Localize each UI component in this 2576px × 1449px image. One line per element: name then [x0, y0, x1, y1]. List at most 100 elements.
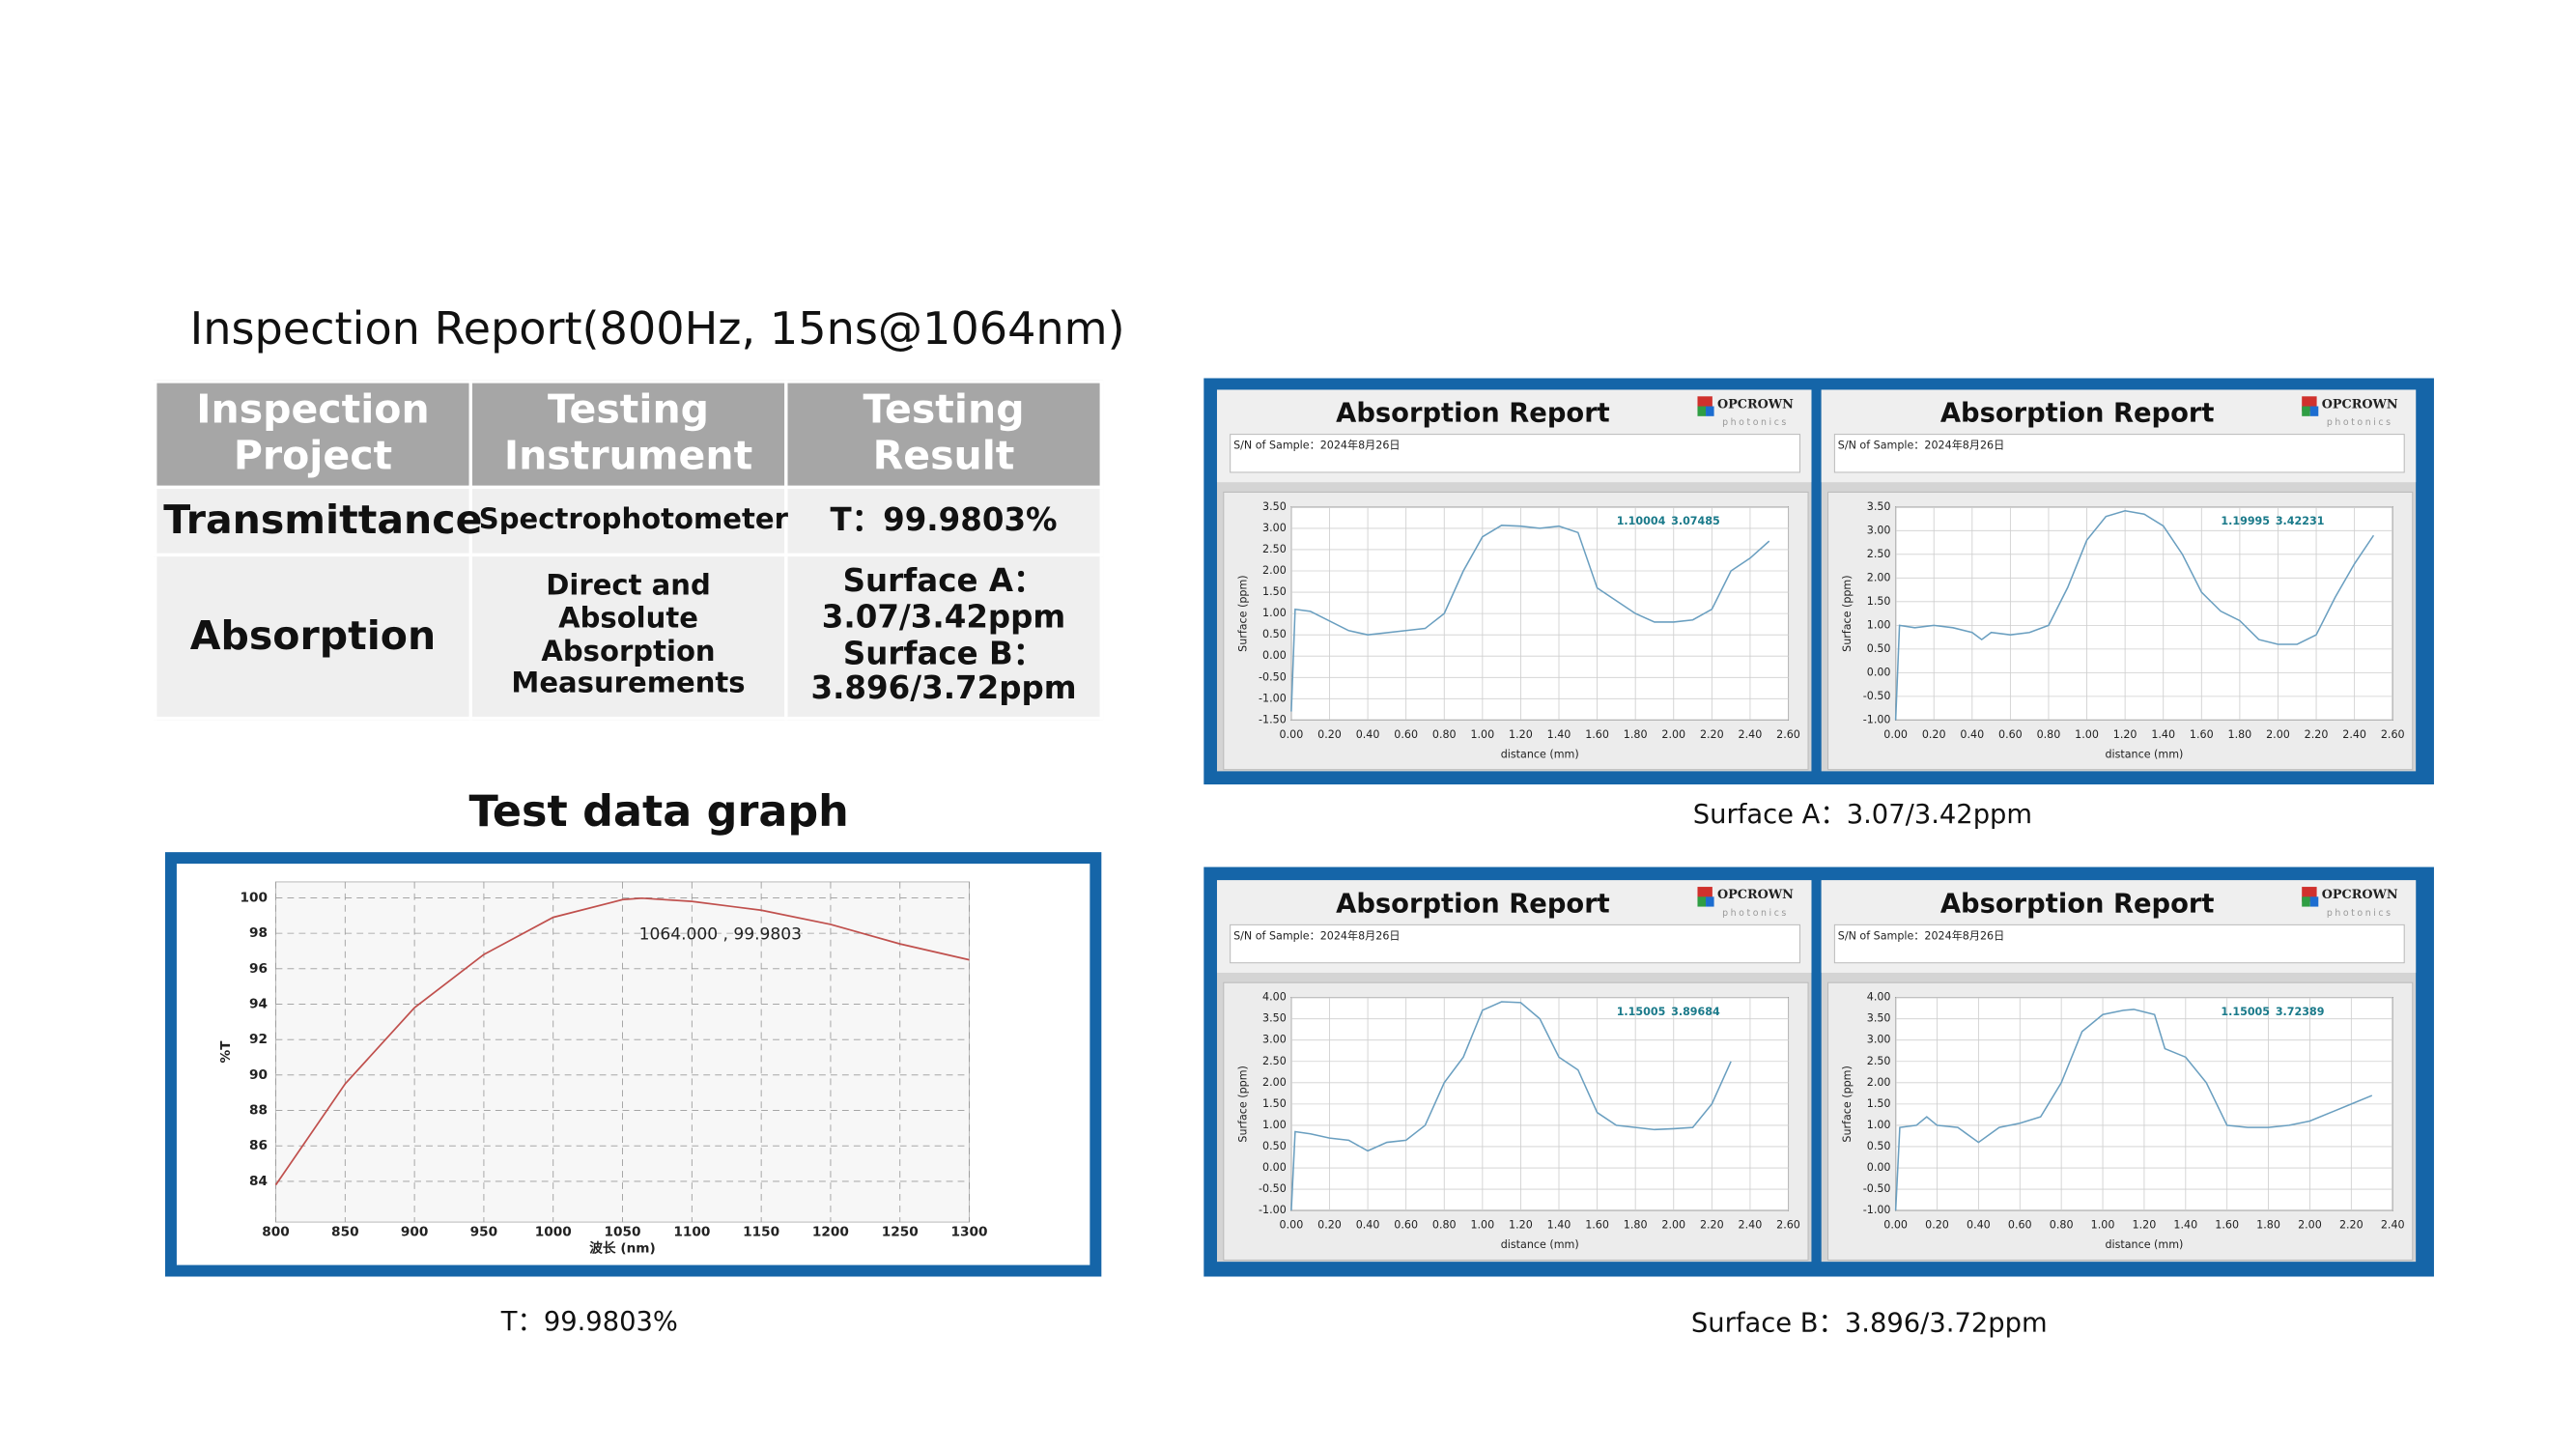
y-tick-label: 2.50 — [1867, 1055, 1891, 1067]
y-tick-label: 100 — [240, 890, 268, 905]
header-cell: Testing Instrument — [468, 380, 788, 490]
x-tick-label: 0.80 — [2050, 1219, 2074, 1232]
x-tick-label: 2.00 — [1661, 1219, 1685, 1232]
x-tick-label: 1.40 — [2151, 728, 2175, 741]
y-tick-label: 2.50 — [1262, 543, 1287, 555]
y-tick-label: -0.50 — [1259, 670, 1287, 683]
y-tick-label: 0.50 — [1867, 1140, 1891, 1152]
x-tick-label: 1.80 — [1624, 728, 1648, 741]
y-axis-label: %T — [218, 1040, 234, 1064]
x-tick-label: 2.40 — [1739, 1219, 1763, 1232]
cursor-x: 1.19995 — [2221, 515, 2270, 527]
x-tick-label: 1050 — [605, 1224, 641, 1239]
panel-title: Absorption Report — [1336, 889, 1610, 919]
y-tick-label: 2.00 — [1867, 571, 1891, 583]
y-axis-label: Surface (ppm) — [1236, 575, 1249, 651]
x-axis-label: distance (mm) — [1501, 1238, 1579, 1251]
x-tick-label: 900 — [401, 1224, 429, 1239]
y-tick-label: 2.50 — [1262, 1055, 1287, 1067]
logo-cube — [1697, 406, 1707, 416]
sample-text: S/N of Sample：2024年8月26日 — [1838, 928, 2004, 942]
cursor-y: 3.07485 — [1671, 515, 1720, 527]
y-axis-label: Surface (ppm) — [1236, 1065, 1249, 1142]
x-tick-label: 950 — [470, 1224, 498, 1239]
x-tick-label: 2.40 — [2381, 1219, 2405, 1232]
x-axis-label: distance (mm) — [2105, 1238, 2183, 1251]
logo-text: OPCROWN — [1717, 888, 1794, 902]
y-tick-label: 88 — [249, 1103, 268, 1119]
x-tick-label: 0.60 — [2008, 1219, 2032, 1232]
x-tick-label: 0.40 — [1967, 1219, 1991, 1232]
table-cell: Surface A： 3.07/3.42ppm Surface B： 3.896/3.… — [784, 553, 1104, 721]
y-tick-label: -1.00 — [1259, 1204, 1287, 1216]
x-tick-label: 0.80 — [1432, 1219, 1457, 1232]
y-tick-label: 1.50 — [1262, 585, 1287, 598]
x-tick-label: 0.80 — [1432, 728, 1457, 741]
x-tick-label: 2.20 — [1700, 728, 1724, 741]
data-line — [1290, 525, 1770, 712]
x-tick-label: 0.60 — [1394, 728, 1418, 741]
y-tick-label: 90 — [249, 1067, 268, 1083]
y-tick-label: 92 — [249, 1032, 268, 1047]
y-tick-label: 1.00 — [1262, 1119, 1287, 1131]
table-row: Transmittance Spectrophotometer T：99.9803% — [154, 485, 1104, 557]
sample-box — [1833, 923, 2405, 964]
sample-text: S/N of Sample：2024年8月26日 — [1233, 439, 1400, 452]
y-tick-label: -1.00 — [1863, 1204, 1891, 1216]
y-tick-label: 1.00 — [1867, 618, 1891, 631]
x-tick-label: 2.40 — [2342, 728, 2366, 741]
logo-text: OPCROWN — [2322, 397, 2398, 412]
y-tick-label: 1.50 — [1867, 595, 1891, 608]
x-tick-label: 0.40 — [1960, 728, 1984, 741]
annotation: 1064.000 , 99.9803 — [639, 925, 802, 945]
logo-text: OPCROWN — [1717, 397, 1794, 412]
x-tick-label: 1.80 — [2256, 1219, 2280, 1232]
x-axis-label: 波长 (nm) — [589, 1239, 656, 1256]
logo-cube — [2302, 896, 2310, 907]
y-tick-label: 2.50 — [1867, 548, 1891, 560]
x-tick-label: 1.40 — [1547, 728, 1571, 741]
x-tick-label: 0.00 — [1883, 728, 1908, 741]
y-tick-label: 84 — [249, 1174, 268, 1189]
cursor-x: 1.15005 — [1617, 1006, 1666, 1018]
x-tick-label: 0.20 — [1317, 728, 1342, 741]
y-tick-label: 94 — [249, 996, 268, 1011]
caption: Surface B：3.896/3.72ppm — [1691, 1309, 2048, 1339]
y-tick-label: 98 — [249, 925, 268, 941]
x-tick-label: 1000 — [535, 1224, 572, 1239]
x-tick-label: 1.40 — [1547, 1219, 1571, 1232]
x-tick-label: 0.40 — [1356, 728, 1380, 741]
panel-title: Absorption Report — [1940, 889, 2215, 919]
x-tick-label: 2.60 — [1776, 1219, 1800, 1232]
x-axis-label: distance (mm) — [1501, 748, 1579, 760]
graph-title: Test data graph — [468, 787, 848, 837]
logo-cube — [2309, 406, 2319, 416]
y-tick-label: 0.50 — [1262, 1140, 1287, 1152]
y-tick-label: 1.50 — [1262, 1097, 1287, 1110]
y-tick-label: 2.00 — [1867, 1076, 1891, 1089]
logo-cube — [1706, 896, 1714, 907]
header-cell: Inspection Project — [154, 380, 472, 490]
y-tick-label: 0.00 — [1867, 1161, 1891, 1174]
x-tick-label: 1.60 — [2215, 1219, 2239, 1232]
table-cell: Absorption — [154, 553, 472, 721]
y-tick-label: 4.00 — [1867, 991, 1891, 1004]
table-cell: Direct and Absolute Absorption Measureme… — [468, 553, 788, 721]
x-tick-label: 2.60 — [1776, 728, 1800, 741]
logo-sub: photonics — [2327, 908, 2393, 919]
panel-title: Absorption Report — [1940, 399, 2215, 429]
table-holder: Inspection Project Testing Instrument Test… — [154, 380, 1104, 721]
x-tick-label: 2.00 — [2266, 728, 2290, 741]
x-tick-label: 1150 — [743, 1224, 779, 1239]
x-tick-label: 0.40 — [1356, 1219, 1380, 1232]
caption: T：99.9803% — [500, 1307, 678, 1337]
x-tick-label: 1.20 — [2133, 1219, 2157, 1232]
cursor-x: 1.15005 — [2221, 1006, 2270, 1018]
x-tick-label: 1.60 — [2190, 728, 2214, 741]
logo-cube — [1697, 896, 1707, 907]
data-line — [1894, 509, 2375, 721]
table-cell: Spectrophotometer — [468, 485, 788, 557]
y-axis-label: Surface (ppm) — [1841, 575, 1854, 651]
x-tick-label: 1300 — [951, 1224, 988, 1239]
